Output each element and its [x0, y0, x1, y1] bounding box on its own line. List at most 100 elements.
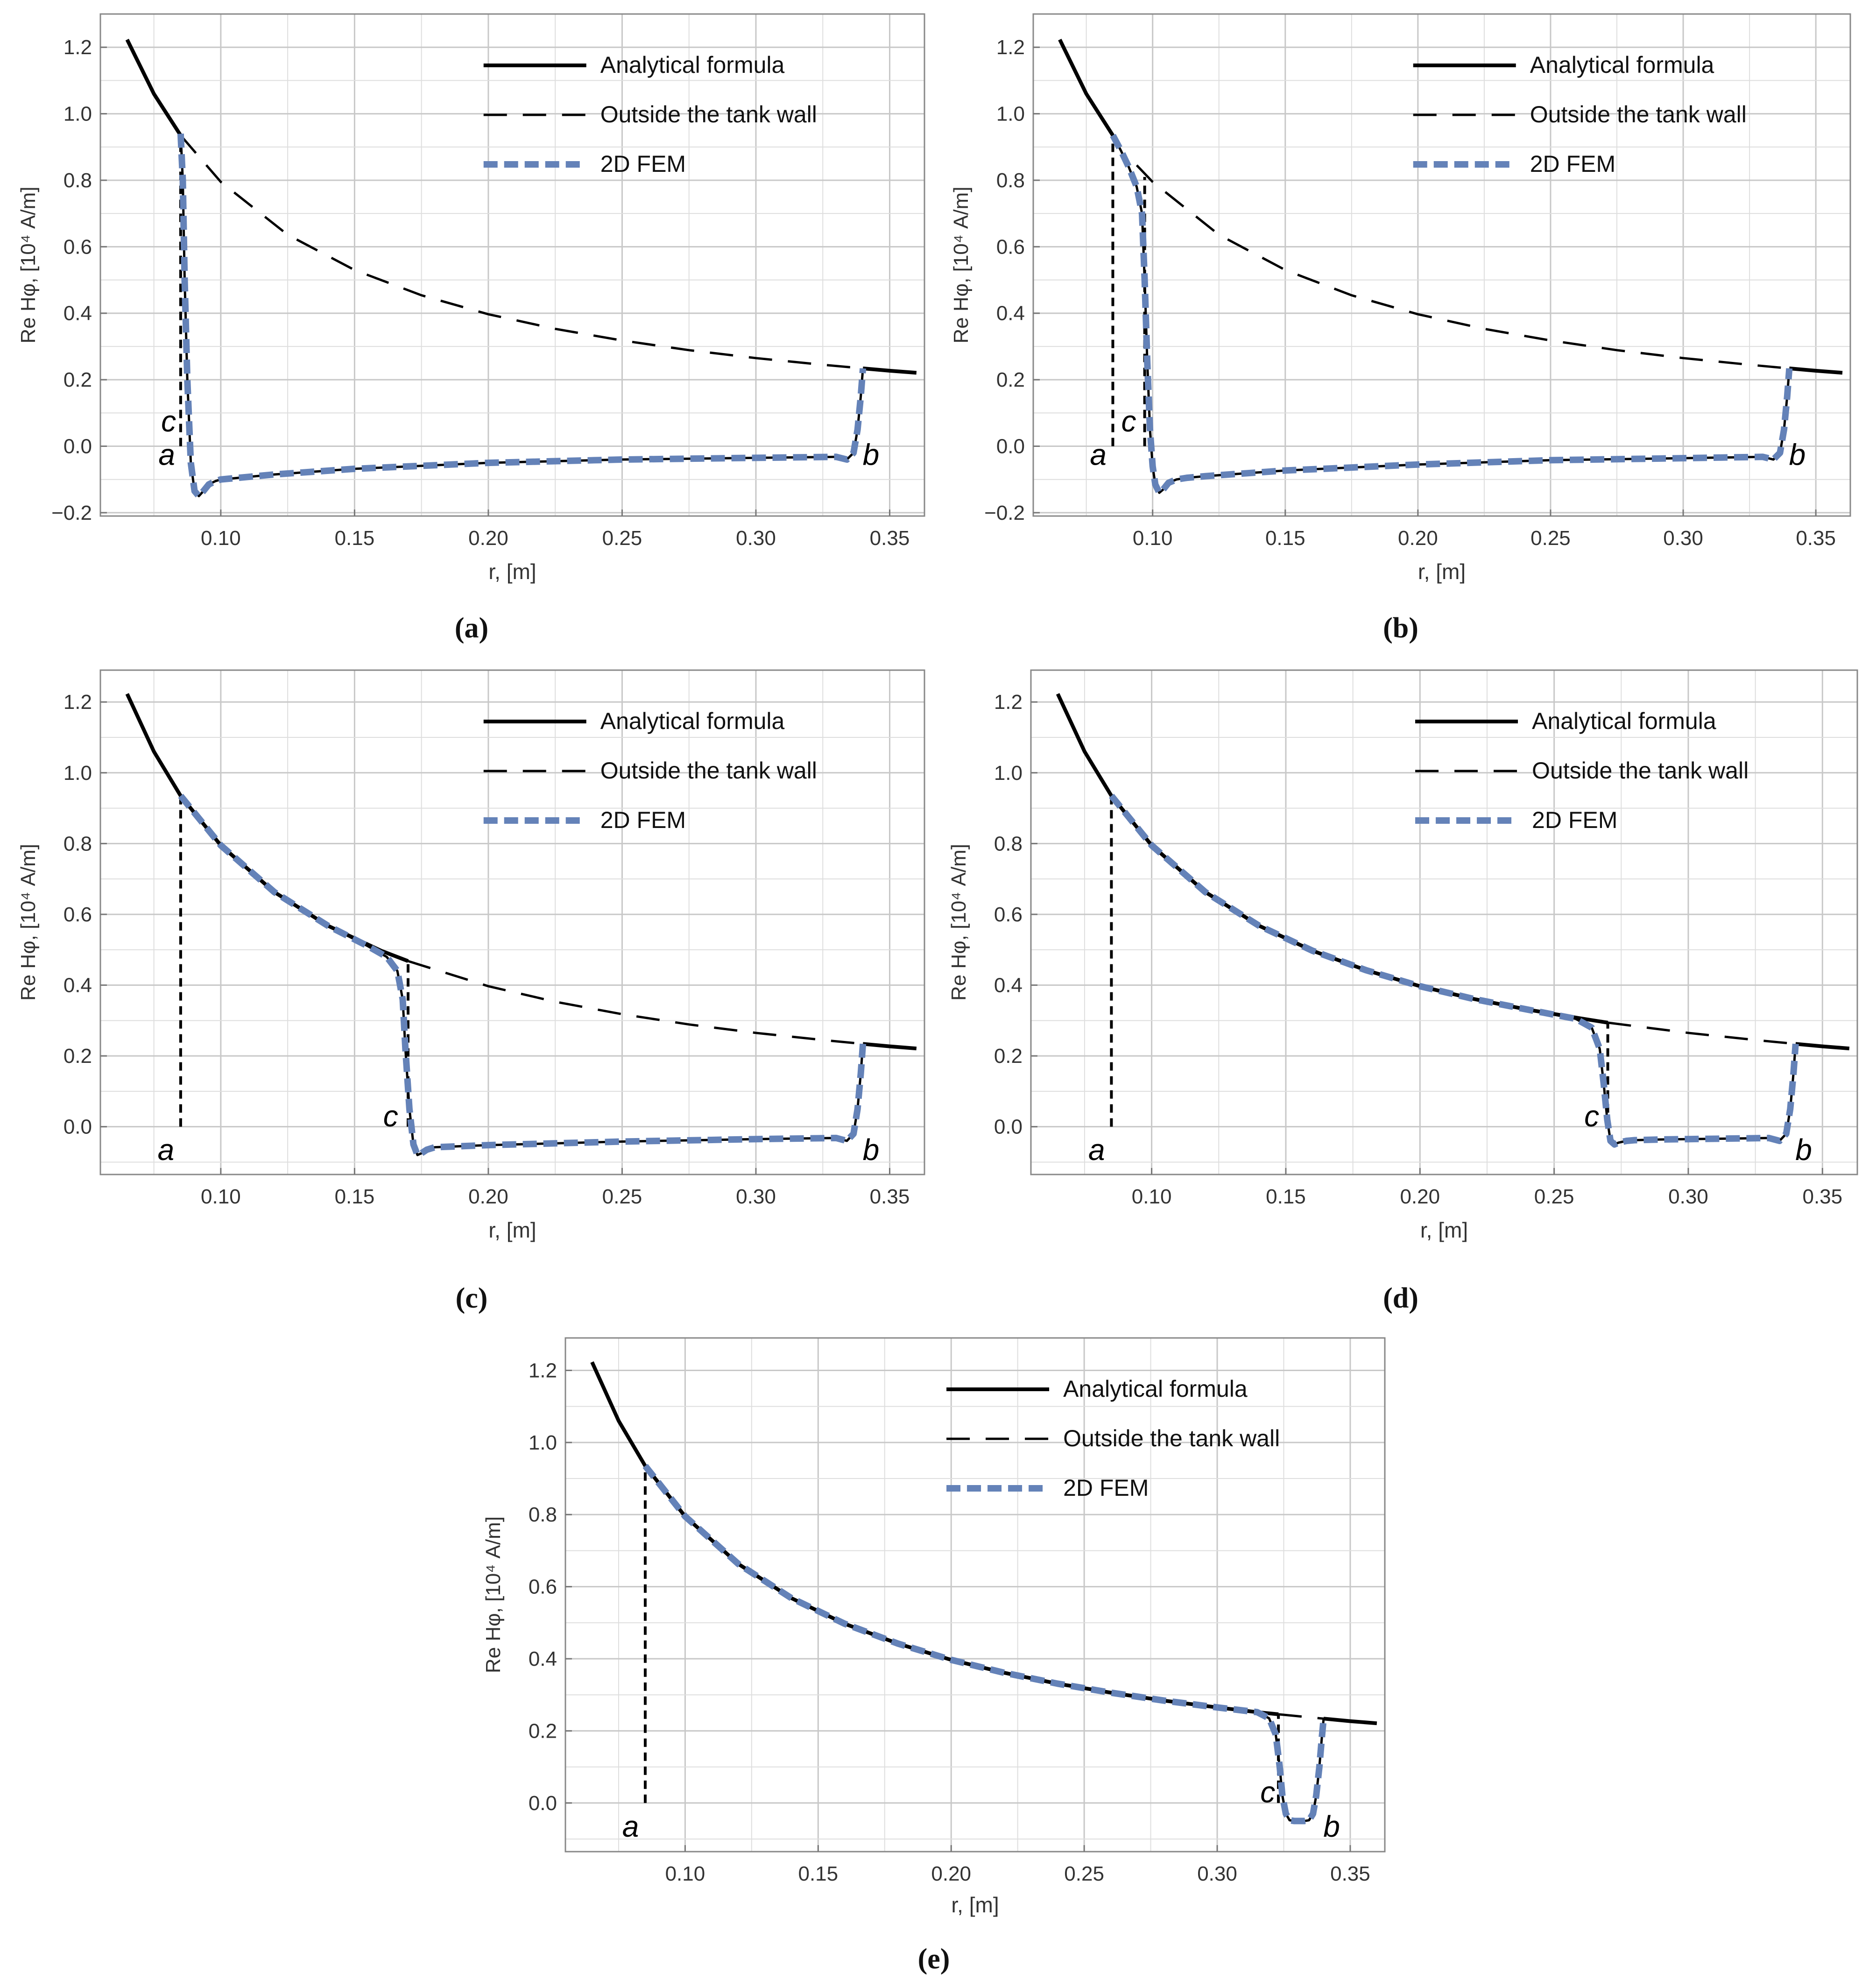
panel-d-y-tick-label: 0.6	[994, 903, 1023, 926]
panel-b-y-tick-label: 0.6	[996, 235, 1025, 258]
panel-b-x-tick-label: 0.35	[1796, 527, 1836, 550]
panel-b-legend-label: Analytical formula	[1530, 52, 1714, 78]
panel-b-x-tick-label: 0.10	[1133, 527, 1173, 550]
panel-e-y-tick-label: 1.2	[529, 1359, 557, 1382]
chart-panel-b: 0.10 0.15 0.20 0.25 0.30 0.35 −0.2 0.0 0.2 0.4 0.6…	[950, 13, 1851, 584]
panel-b-y-tick-label: 0.0	[996, 435, 1025, 458]
panel-c-y-axis-label: Re Hφ, [10⁴ A/m]	[17, 844, 40, 1001]
panel-e-annotation-a: a	[622, 1810, 639, 1843]
panel-b-annotation-b: b	[1789, 438, 1806, 471]
panel-c-y-tick-label: 1.0	[63, 762, 92, 785]
panel-e-gridlines	[565, 1338, 1385, 1852]
panel-d-y-tick-label: 1.2	[994, 691, 1023, 714]
panel-a-y-tick-label: 1.0	[63, 103, 92, 126]
panel-a-y-tick-label: 0.8	[63, 169, 92, 192]
panel-a-legend-label: Outside the tank wall	[600, 101, 817, 127]
panel-e-legend: Analytical formula Outside the tank wall 2…	[946, 1376, 1280, 1501]
panel-c-x-tick-label: 0.15	[335, 1185, 375, 1208]
panel-d-plot-frame	[1030, 669, 1858, 1175]
panel-e-y-tick-label: 0.6	[529, 1576, 557, 1599]
panel-e-plot-area	[565, 1338, 1385, 1852]
panel-b-y-axis-label: Re Hφ, [10⁴ A/m]	[950, 187, 973, 344]
panel-c-y-tick-label: 0.8	[63, 832, 92, 855]
panel-e-series-outside-wall	[1278, 1713, 1324, 1720]
panel-e-x-tick-label: 0.20	[931, 1862, 971, 1885]
panel-a-x-tick-label: 0.20	[468, 527, 508, 550]
panel-b-plot-area	[1033, 14, 1850, 516]
panel-b-annotation-c: c	[1121, 404, 1136, 438]
caption-b: (b)	[1383, 612, 1418, 644]
panel-e-legend-label: Outside the tank wall	[1063, 1425, 1280, 1451]
panel-e-y-tick-label: 0.4	[529, 1648, 557, 1670]
chart-panel-d: 0.10 0.15 0.20 0.25 0.30 0.35 0.0 0.2 0.4 0.6 0.8 1…	[947, 669, 1858, 1242]
panel-a-y-tick-label: 0.2	[63, 368, 92, 391]
panel-e-y-axis-label: Re Hφ, [10⁴ A/m]	[482, 1516, 505, 1673]
panel-a-curves	[125, 39, 917, 500]
panel-b-plot-frame	[1032, 13, 1851, 517]
panel-b-curves	[1058, 39, 1843, 496]
panel-b-x-tick-label: 0.25	[1530, 527, 1571, 550]
panel-c-legend: Analytical formula Outside the tank wall 2…	[483, 708, 817, 833]
panel-c-x-tick-label: 0.25	[602, 1185, 642, 1208]
caption-e: (e)	[917, 1943, 950, 1975]
panel-a-plot-frame	[99, 13, 925, 517]
panel-d-y-axis-label: Re Hφ, [10⁴ A/m]	[947, 844, 970, 1001]
panel-c-x-tick-label: 0.35	[870, 1185, 910, 1208]
panel-c-plot-frame	[99, 669, 925, 1175]
panel-b-series-fem	[1110, 134, 1793, 496]
panel-e-x-tick-label: 0.35	[1330, 1862, 1370, 1885]
panel-c-x-tick-label: 0.20	[468, 1185, 508, 1208]
panel-d-curves	[1056, 693, 1850, 1148]
panel-c-y-tick-label: 1.2	[63, 691, 92, 714]
panel-b-y-tick-label: 1.0	[996, 103, 1025, 126]
panel-a-gridlines	[100, 14, 924, 516]
panel-a-plot-area	[100, 14, 924, 516]
panel-c-gridlines	[100, 670, 924, 1174]
panel-a-x-tick-label: 0.10	[201, 527, 241, 550]
panel-a-annotation-a: a	[158, 438, 175, 471]
panel-d-x-axis-label: r, [m]	[1420, 1218, 1468, 1242]
panel-a-y-tick-label: 0.0	[63, 435, 92, 458]
panel-e-x-tick-label: 0.25	[1064, 1862, 1104, 1885]
panel-b-y-tick-label: 0.2	[996, 368, 1025, 391]
panel-a-annotation-c: c	[161, 404, 176, 438]
panel-c-plot-area	[100, 670, 924, 1174]
panel-d-x-tick-label: 0.15	[1266, 1185, 1306, 1208]
panel-c-y-tick-label: 0.2	[63, 1045, 92, 1068]
panel-d-legend: Analytical formula Outside the tank wall 2…	[1415, 708, 1749, 833]
panel-b-series-analytical	[1789, 366, 1843, 375]
panel-a-x-axis-label: r, [m]	[488, 559, 536, 584]
panel-c-x-axis-label: r, [m]	[488, 1218, 536, 1242]
panel-d-x-tick-label: 0.10	[1132, 1185, 1172, 1208]
panel-a-annotation-b: b	[863, 438, 880, 471]
panel-c-series-outside-wall	[408, 960, 863, 1045]
panel-b-series-outside-wall	[1136, 164, 1790, 370]
panel-b-y-tick-label: 1.2	[996, 36, 1025, 59]
panel-b-x-tick-label: 0.15	[1265, 527, 1305, 550]
panel-e-series-fem	[642, 1464, 1327, 1825]
panel-c-series-analytical	[862, 1042, 917, 1051]
panel-d-annotation-c: c	[1584, 1099, 1599, 1133]
panel-b-x-tick-label: 0.30	[1663, 527, 1703, 550]
panel-e-y-tick-label: 0.2	[529, 1719, 557, 1742]
panel-e-x-tick-label: 0.10	[665, 1862, 705, 1885]
panel-b-annotation-a: a	[1090, 438, 1107, 471]
panel-d-series-fem	[1108, 793, 1799, 1148]
panel-c-y-tick-label: 0.6	[63, 903, 92, 926]
panel-a-y-tick-label: 0.4	[63, 302, 92, 325]
panel-c-series-fem-underlay	[179, 795, 864, 1156]
chart-panel-e: 0.10 0.15 0.20 0.25 0.30 0.35 0.0 0.2 0.4 0.6 0.8 1…	[482, 1337, 1386, 1917]
panel-e-x-tick-label: 0.15	[798, 1862, 838, 1885]
panel-e-y-tick-label: 1.0	[529, 1431, 557, 1454]
panel-a-legend-label: Analytical formula	[600, 52, 785, 78]
panel-a-series-analytical	[125, 39, 183, 137]
panel-d-annotation-a: a	[1088, 1133, 1105, 1167]
panel-d-legend-label: 2D FEM	[1532, 807, 1617, 833]
panel-e-annotation-c: c	[1260, 1776, 1275, 1809]
chart-panel-c: 0.10 0.15 0.20 0.25 0.30 0.35 0.0 0.2 0.4 0.6 0.8 1…	[17, 669, 925, 1242]
panel-d-y-tick-label: 0.0	[994, 1116, 1023, 1139]
panel-d-x-tick-label: 0.30	[1668, 1185, 1708, 1208]
panel-e-x-axis-label: r, [m]	[951, 1893, 999, 1917]
panel-e-annotation-b: b	[1323, 1810, 1340, 1843]
panel-a-y-tick-label: 0.6	[63, 235, 92, 258]
